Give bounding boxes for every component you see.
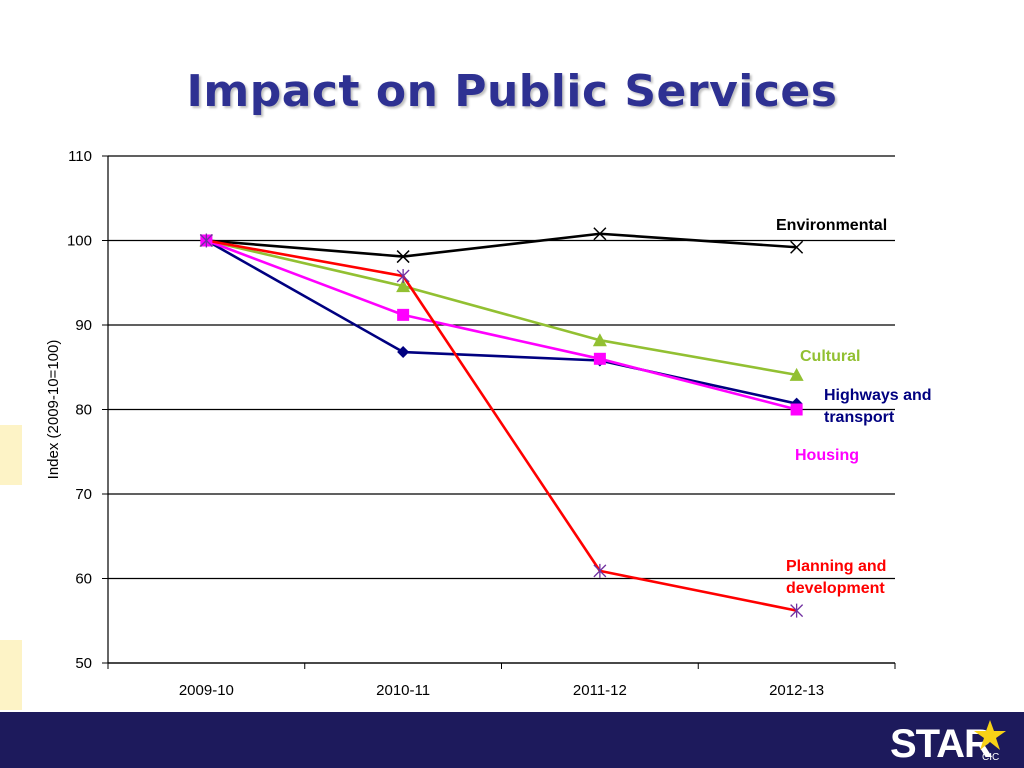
data-point-environmental: [790, 240, 804, 254]
x-tick-label: 2009-10: [179, 682, 234, 699]
series-label-housing: Housing: [795, 447, 859, 464]
data-point-planning-and-development: [790, 603, 804, 618]
series-line-housing: [205, 239, 797, 411]
data-point-cultural: [789, 367, 804, 381]
series-line-cultural: [206, 239, 797, 377]
y-tick-label: 80: [75, 402, 92, 419]
data-point-cultural: [592, 333, 607, 347]
line-chart: 50 60 70 80 90 100 110 2009-10 2010-11 2011-12 201…: [45, 148, 932, 699]
y-tick-label: 100: [67, 233, 92, 250]
data-point-housing: [790, 403, 803, 416]
series-label-highways-and-transport: Highways and transport: [824, 387, 932, 426]
logo-subtext: CIC: [982, 752, 1000, 763]
y-tick-label: 50: [75, 655, 92, 672]
logo-text: STAR: [890, 722, 993, 766]
x-tick-label: 2011-12: [573, 682, 627, 699]
series-label-line: development: [786, 580, 885, 597]
series-line-planning-and-development: [206, 239, 797, 612]
footer-band: [0, 712, 1024, 768]
star-icon: [974, 720, 1006, 750]
series-label-line: Cultural: [800, 348, 860, 365]
y-axis-title: Index (2009-10=100): [45, 340, 62, 480]
data-point-environmental: [593, 227, 607, 241]
data-point-planning-and-development: [199, 233, 213, 248]
series-label-planning-and-development: Planning and development: [786, 558, 886, 597]
data-point-housing: [397, 308, 410, 321]
x-tick-label: 2010-11: [376, 682, 430, 699]
data-point-housing: [593, 352, 606, 365]
star-cic-logo: STAR CIC: [890, 718, 1020, 766]
slide-title: Impact on Public Services: [186, 66, 838, 117]
series-line-environmental: [206, 232, 797, 258]
series-label-environmental: Environmental: [776, 217, 887, 234]
y-tick-label: 70: [75, 486, 92, 503]
series-label-line: Planning and: [786, 558, 886, 575]
data-point-planning-and-development: [593, 563, 607, 578]
data-point-planning-and-development: [396, 268, 410, 283]
series-label-line: transport: [824, 409, 895, 426]
series-line-highways-and-transport: [205, 239, 797, 405]
data-point-cultural: [396, 279, 411, 293]
y-tick-label: 110: [68, 148, 92, 165]
y-tick-label: 90: [75, 317, 92, 334]
data-point-highways-and-transport: [397, 346, 410, 359]
series-label-line: Highways and: [824, 387, 932, 404]
x-tick-label: 2012-13: [769, 682, 824, 699]
series-label-line: Environmental: [776, 217, 887, 234]
left-decoration-top: [0, 425, 22, 485]
left-decoration-bottom: [0, 640, 22, 710]
y-tick-label: 60: [75, 571, 92, 588]
series-label-line: Housing: [795, 447, 859, 464]
data-point-environmental: [396, 250, 410, 264]
series-label-cultural: Cultural: [800, 348, 860, 365]
